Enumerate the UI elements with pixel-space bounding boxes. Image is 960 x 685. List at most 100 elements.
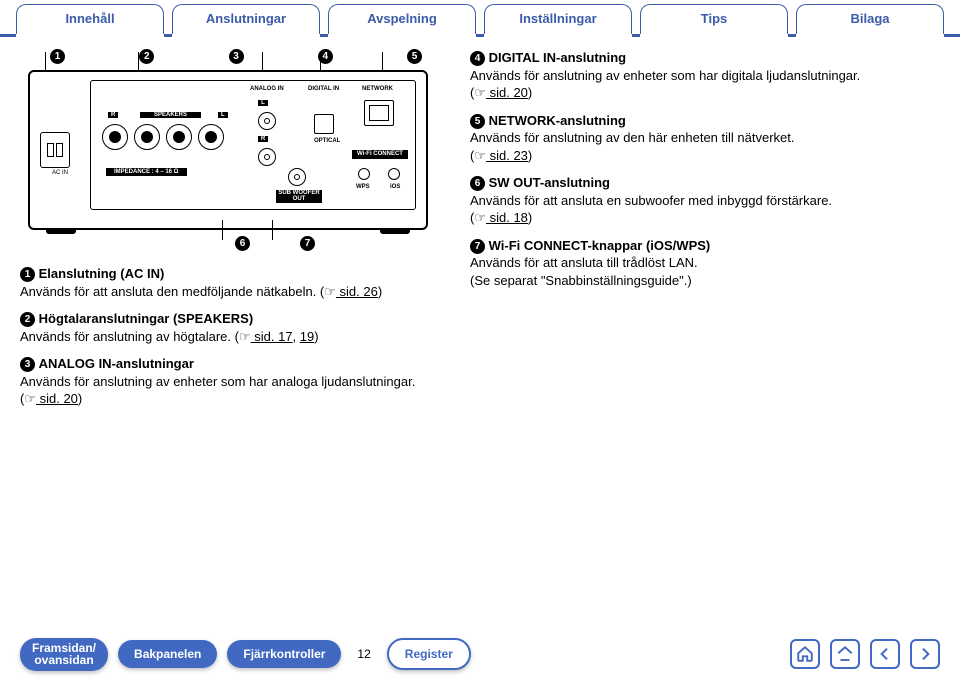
impedance-label: IMPEDANCE : 4 – 16 Ω	[106, 168, 187, 176]
entry-1: 1 Elanslutning (AC IN) Används för att a…	[20, 265, 440, 300]
analog-in-label: ANALOG IN	[250, 86, 284, 92]
footer-nav: Framsidan/ ovansidan Bakpanelen Fjärrkon…	[0, 638, 960, 671]
entry-7: 7 Wi-Fi CONNECT-knappar (iOS/WPS) Använd…	[470, 237, 940, 290]
entry-num-4: 4	[470, 51, 485, 66]
tab-installningar[interactable]: Inställningar	[484, 4, 632, 34]
hand-icon: ☞	[324, 284, 336, 299]
page-link[interactable]: sid. 18	[486, 210, 528, 225]
foot-left	[46, 228, 76, 234]
network-port	[364, 100, 394, 126]
analog-r: R	[258, 136, 268, 142]
entry-extra-7: (Se separat "Snabbinställningsguide".)	[470, 273, 692, 288]
speakers-l: L	[218, 112, 228, 118]
home-sub-icon[interactable]	[830, 639, 860, 669]
speaker-terminals	[102, 124, 224, 150]
speakers-r: R	[108, 112, 118, 118]
page-link[interactable]: sid. 20	[486, 85, 528, 100]
hand-icon: ☞	[24, 391, 36, 406]
btn-framsidan[interactable]: Framsidan/ ovansidan	[20, 638, 108, 671]
entry-num-2: 2	[20, 312, 35, 327]
bottom-callout-numbers: 6 7	[20, 236, 440, 251]
tab-bilaga[interactable]: Bilaga	[796, 4, 944, 34]
wps-button	[358, 168, 370, 180]
entry-5: 5 NETWORK-anslutning Används för anslutn…	[470, 112, 940, 165]
leader-line	[382, 52, 383, 70]
entry-4: 4 DIGITAL IN-anslutning Används för ansl…	[470, 49, 940, 102]
entry-body-5: Används för anslutning av den här enhete…	[470, 130, 795, 145]
wps-label: WPS	[356, 184, 370, 190]
callout-5: 5	[407, 49, 422, 64]
entry-body-2: Används för anslutning av högtalare. (	[20, 329, 239, 344]
tab-tips[interactable]: Tips	[640, 4, 788, 34]
sub-out-jack	[288, 168, 306, 186]
page-link[interactable]: sid. 26	[336, 284, 378, 299]
leader-line	[272, 220, 273, 240]
top-nav: Innehåll Anslutningar Avspelning Inställ…	[0, 0, 960, 37]
entry-num-1: 1	[20, 267, 35, 282]
btn-bakpanelen[interactable]: Bakpanelen	[118, 640, 217, 668]
top-callout-numbers: 1 2 3 4 5	[20, 49, 440, 66]
page-link[interactable]: 19	[300, 329, 314, 344]
wifi-buttons	[358, 168, 400, 180]
entry-title-1: Elanslutning (AC IN)	[39, 266, 165, 281]
prev-page-icon[interactable]	[870, 639, 900, 669]
page-number: 12	[357, 647, 370, 661]
btn-register[interactable]: Register	[387, 638, 471, 670]
page-link[interactable]: sid. 20	[36, 391, 78, 406]
entry-tail-2: )	[314, 329, 318, 344]
hand-icon: ☞	[239, 329, 251, 344]
leader-line	[320, 52, 321, 70]
entry-6: 6 SW OUT-anslutning Används för att ansl…	[470, 174, 940, 227]
left-entries: 1 Elanslutning (AC IN) Används för att a…	[20, 265, 440, 408]
left-column: 1 2 3 4 5 AC IN ANALOG IN DIGITAL IN NET…	[20, 49, 440, 418]
ios-label: iOS	[390, 184, 400, 190]
rear-panel-diagram: AC IN ANALOG IN DIGITAL IN NETWORK SPEAK…	[28, 70, 428, 230]
leader-line	[222, 220, 223, 240]
wifi-connect-label: Wi-Fi CONNECT	[352, 150, 408, 159]
ac-in-port: AC IN	[40, 132, 80, 182]
btn-framsidan-l2: ovansidan	[32, 654, 96, 667]
page-link[interactable]: sid. 23	[486, 148, 528, 163]
callout-3: 3	[229, 49, 244, 64]
ac-in-label: AC IN	[40, 170, 80, 176]
entry-title-7: Wi-Fi CONNECT-knappar (iOS/WPS)	[489, 238, 711, 253]
entry-title-5: NETWORK-anslutning	[489, 113, 626, 128]
foot-right	[380, 228, 410, 234]
digital-in-label: DIGITAL IN	[308, 86, 339, 92]
entry-body-3: Används för anslutning av enheter som ha…	[20, 374, 415, 389]
right-column: 4 DIGITAL IN-anslutning Används för ansl…	[440, 49, 940, 418]
btn-fjarrkontroller[interactable]: Fjärrkontroller	[227, 640, 341, 668]
main-content: 1 2 3 4 5 AC IN ANALOG IN DIGITAL IN NET…	[0, 37, 960, 430]
tab-innehall[interactable]: Innehåll	[16, 4, 164, 34]
entry-title-3: ANALOG IN-anslutningar	[39, 356, 194, 371]
entry-2: 2 Högtalaranslutningar (SPEAKERS) Använd…	[20, 310, 440, 345]
analog-in-jacks: L R	[258, 100, 276, 166]
entry-body-7: Används för att ansluta till trådlöst LA…	[470, 255, 698, 270]
optical-label: OPTICAL	[314, 138, 340, 144]
tab-avspelning[interactable]: Avspelning	[328, 4, 476, 34]
entry-title-6: SW OUT-anslutning	[489, 175, 610, 190]
entry-body-6: Används för att ansluta en subwoofer med…	[470, 193, 832, 208]
sub-out-label: SUB WOOFER OUT	[276, 190, 322, 203]
hand-icon: ☞	[474, 85, 486, 100]
entry-tail-1: )	[378, 284, 382, 299]
hand-icon: ☞	[474, 148, 486, 163]
page-link[interactable]: sid. 17	[251, 329, 293, 344]
entry-body-1: Används för att ansluta den medföljande …	[20, 284, 324, 299]
home-icon[interactable]	[790, 639, 820, 669]
leader-line	[262, 52, 263, 70]
entry-title-2: Högtalaranslutningar (SPEAKERS)	[39, 311, 254, 326]
callout-7: 7	[300, 236, 315, 251]
hand-icon: ☞	[474, 210, 486, 225]
tab-anslutningar[interactable]: Anslutningar	[172, 4, 320, 34]
ios-button	[388, 168, 400, 180]
callout-1: 1	[50, 49, 65, 64]
analog-l: L	[258, 100, 268, 106]
entry-num-5: 5	[470, 114, 485, 129]
entry-num-6: 6	[470, 176, 485, 191]
entry-3: 3 ANALOG IN-anslutningar Används för ans…	[20, 355, 440, 408]
next-page-icon[interactable]	[910, 639, 940, 669]
callout-6: 6	[235, 236, 250, 251]
entry-body-4: Används för anslutning av enheter som ha…	[470, 68, 860, 83]
callout-2: 2	[139, 49, 154, 64]
